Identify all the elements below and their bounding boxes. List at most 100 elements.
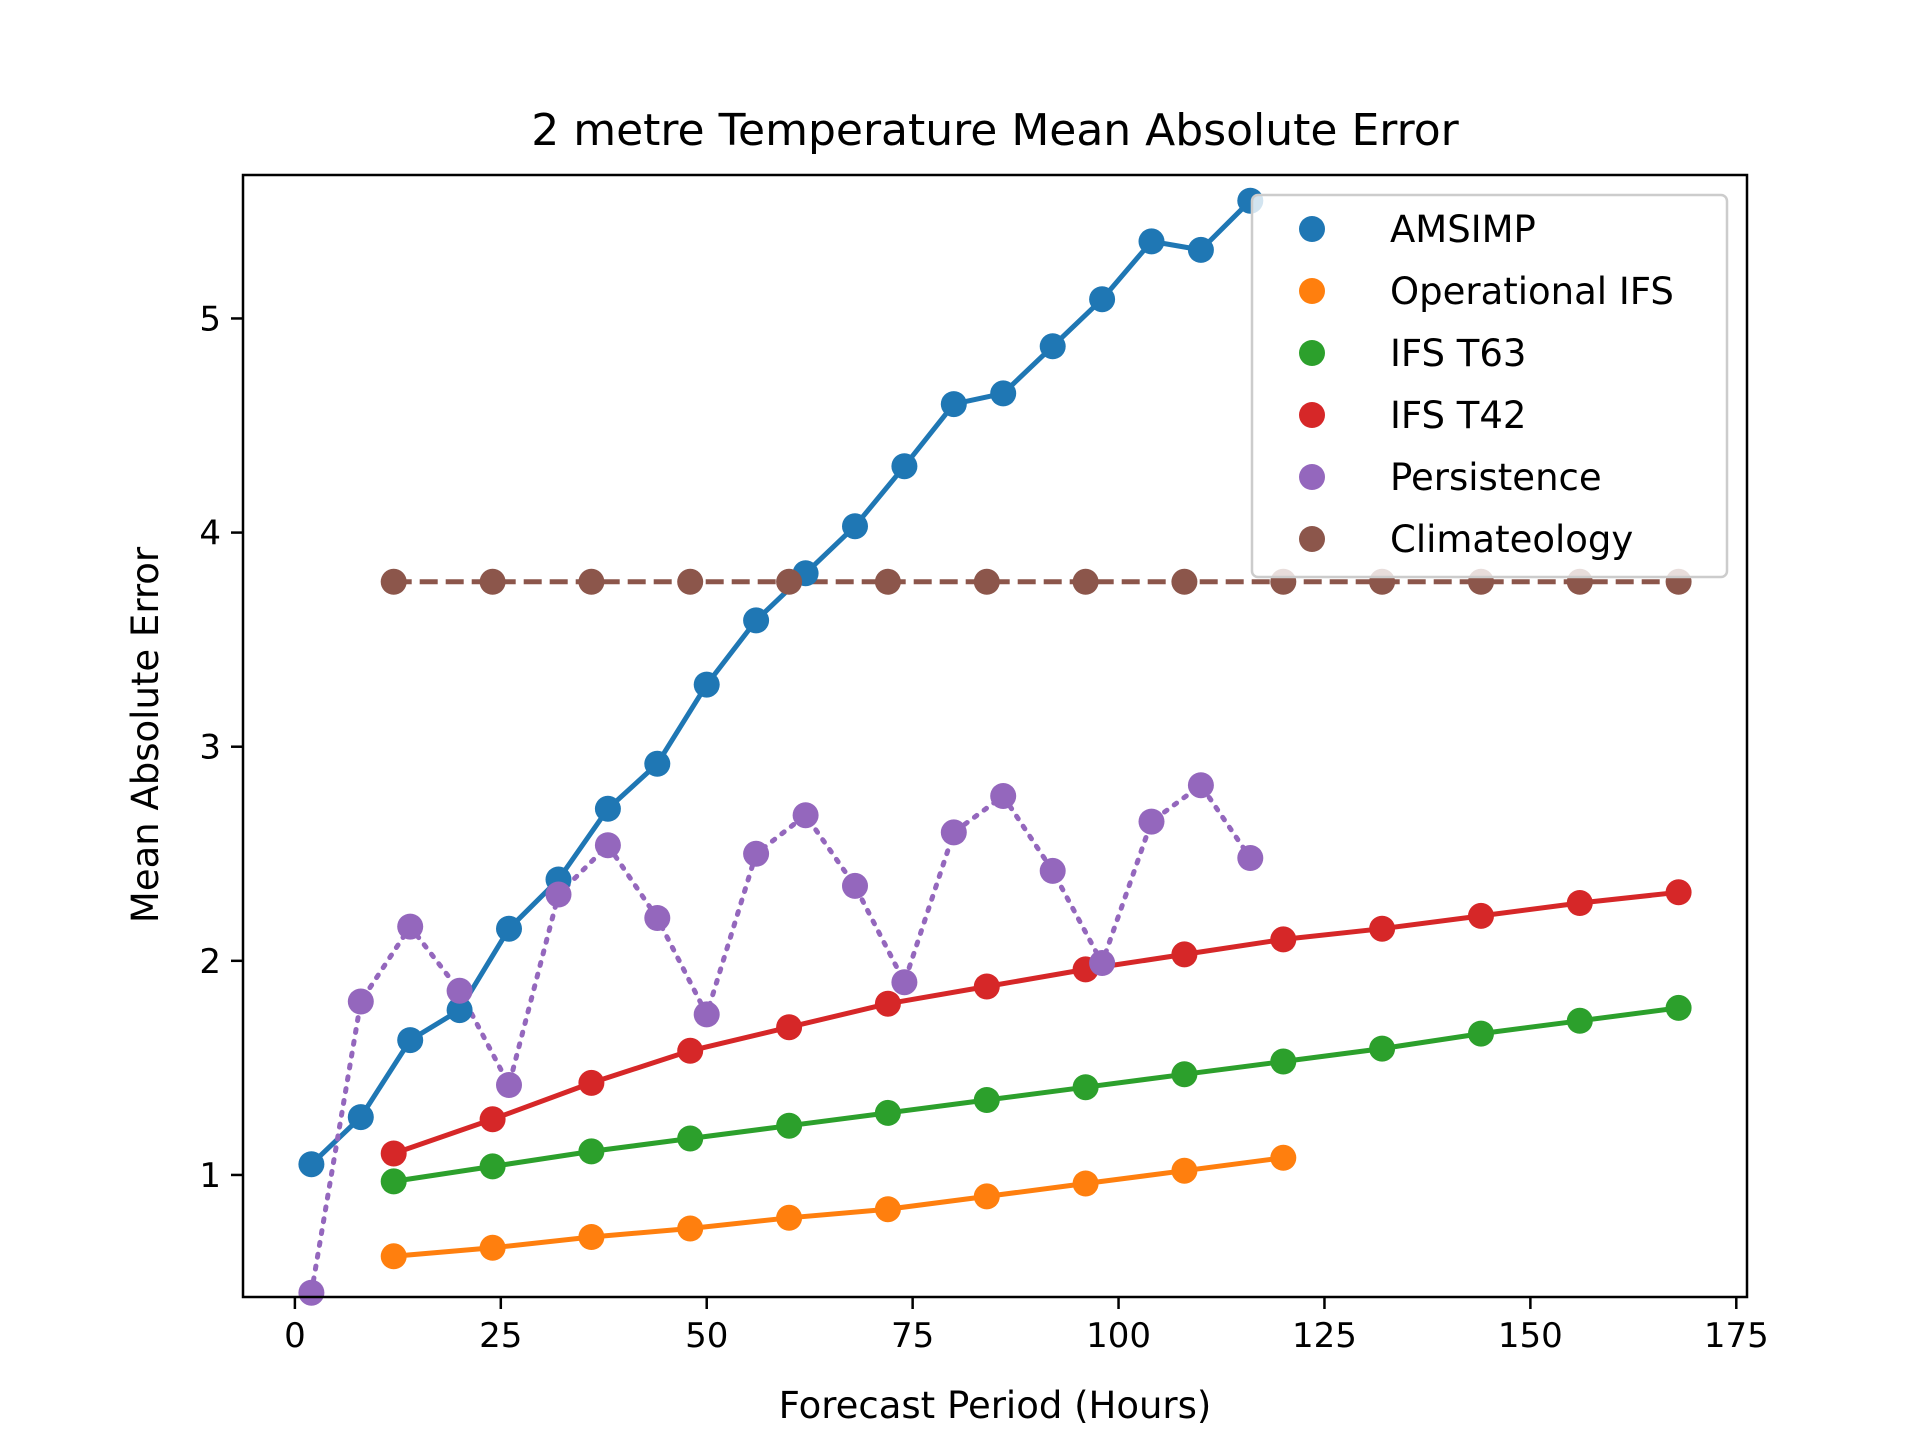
series-line-1 xyxy=(393,1155,1284,1259)
series-line-3 xyxy=(392,889,1679,1156)
data-point-0-7 xyxy=(644,750,671,777)
legend-label-3: IFS T42 xyxy=(1390,394,1526,437)
data-point-3-2 xyxy=(578,1069,605,1096)
data-point-2-3 xyxy=(677,1125,704,1152)
data-point-0-6 xyxy=(594,795,621,822)
data-point-4-12 xyxy=(891,969,918,996)
x-tick-label-100: 100 xyxy=(1086,1316,1151,1356)
data-point-4-15 xyxy=(1039,857,1066,884)
legend-label-1: Operational IFS xyxy=(1390,270,1674,313)
data-point-4-19 xyxy=(1237,845,1264,871)
legend-box xyxy=(1250,193,1729,579)
data-point-4-5 xyxy=(545,881,572,908)
legend-marker-2 xyxy=(1299,340,1325,366)
x-tick-label-75: 75 xyxy=(891,1316,934,1356)
data-point-0-8 xyxy=(693,671,720,698)
data-point-2-2 xyxy=(578,1138,605,1165)
data-point-4-17 xyxy=(1138,808,1165,835)
y-tick-label-4: 4 xyxy=(199,514,221,554)
data-point-2-0 xyxy=(380,1168,407,1195)
data-point-3-10 xyxy=(1369,915,1396,942)
data-point-4-10 xyxy=(792,802,819,829)
data-point-4-6 xyxy=(594,832,621,859)
x-tick-label-150: 150 xyxy=(1498,1316,1563,1356)
data-point-5-2 xyxy=(578,568,605,595)
y-tick-label-5: 5 xyxy=(199,299,221,339)
plot-area xyxy=(298,187,1692,1306)
axes: 0 25 50 75 100 125 150 175 1 2 3 4 5 xyxy=(199,173,1769,1356)
legend-label-2: IFS T63 xyxy=(1390,332,1526,375)
data-point-0-17 xyxy=(1138,228,1165,255)
x-tick-label-25: 25 xyxy=(479,1316,522,1356)
data-point-4-16 xyxy=(1089,950,1116,976)
data-point-4-13 xyxy=(940,819,967,846)
data-point-2-13 xyxy=(1665,994,1692,1021)
data-point-0-18 xyxy=(1187,236,1214,263)
data-point-4-1 xyxy=(347,988,374,1015)
data-point-3-11 xyxy=(1468,902,1494,929)
data-point-5-1 xyxy=(479,568,506,595)
data-point-2-10 xyxy=(1369,1035,1396,1062)
legend-label-4: Persistence xyxy=(1390,456,1602,499)
data-point-5-7 xyxy=(1072,568,1099,595)
legend-marker-0 xyxy=(1299,216,1325,242)
x-tick-label-50: 50 xyxy=(685,1316,728,1356)
data-point-3-6 xyxy=(973,973,1000,1000)
data-point-5-8 xyxy=(1171,568,1198,595)
data-point-4-2 xyxy=(397,913,424,940)
data-point-0-0 xyxy=(298,1151,325,1178)
data-point-5-6 xyxy=(973,568,1000,595)
y-tick-label-3: 3 xyxy=(199,728,221,768)
data-point-0-12 xyxy=(891,453,918,480)
y-tick-label-1: 1 xyxy=(199,1156,221,1196)
data-point-3-3 xyxy=(677,1037,704,1064)
data-point-4-8 xyxy=(693,1001,720,1028)
data-point-0-9 xyxy=(743,607,770,634)
data-point-2-9 xyxy=(1270,1048,1297,1075)
legend: AMSIMP Operational IFS IFS T63 IFS T42 Persi… xyxy=(1250,193,1729,579)
data-point-5-4 xyxy=(776,568,803,595)
x-tick-label-125: 125 xyxy=(1292,1316,1357,1356)
series-line-2 xyxy=(393,1005,1679,1184)
legend-marker-1 xyxy=(1299,278,1325,304)
data-point-3-13 xyxy=(1665,879,1692,906)
legend-marker-5 xyxy=(1299,526,1325,552)
data-point-4-7 xyxy=(644,905,671,931)
data-point-2-4 xyxy=(776,1112,803,1139)
data-point-4-4 xyxy=(496,1072,522,1098)
data-point-2-5 xyxy=(874,1099,901,1126)
data-point-3-9 xyxy=(1270,926,1297,953)
data-point-2-8 xyxy=(1171,1061,1198,1088)
data-point-0-13 xyxy=(940,391,967,418)
data-point-4-18 xyxy=(1187,772,1214,799)
data-point-2-7 xyxy=(1072,1074,1099,1101)
data-point-2-6 xyxy=(973,1087,1000,1113)
data-point-5-3 xyxy=(677,568,704,595)
data-point-4-11 xyxy=(842,872,868,899)
y-axis-label: Mean Absolute Error xyxy=(124,546,167,923)
data-point-2-12 xyxy=(1566,1007,1593,1034)
data-point-5-0 xyxy=(380,568,407,595)
data-point-4-3 xyxy=(446,977,473,1004)
data-point-1-0 xyxy=(380,1243,407,1270)
legend-marker-3 xyxy=(1299,402,1325,428)
data-point-4-14 xyxy=(990,783,1017,809)
data-point-1-8 xyxy=(1171,1157,1198,1184)
data-point-3-4 xyxy=(776,1014,803,1041)
data-point-0-14 xyxy=(990,380,1017,407)
legend-label-0: AMSIMP xyxy=(1390,208,1536,251)
data-point-4-0 xyxy=(298,1279,325,1306)
data-point-3-5 xyxy=(874,990,901,1017)
plot-frame xyxy=(241,173,1749,1299)
data-point-5-5 xyxy=(874,568,901,595)
data-point-3-0 xyxy=(380,1140,407,1167)
data-point-3-1 xyxy=(479,1106,506,1133)
data-point-1-4 xyxy=(776,1204,803,1231)
legend-marker-4 xyxy=(1299,464,1325,490)
data-point-0-3 xyxy=(446,997,473,1024)
chart-title: 2 metre Temperature Mean Absolute Error xyxy=(531,105,1459,156)
data-point-1-3 xyxy=(677,1215,704,1242)
data-point-1-5 xyxy=(874,1196,901,1223)
